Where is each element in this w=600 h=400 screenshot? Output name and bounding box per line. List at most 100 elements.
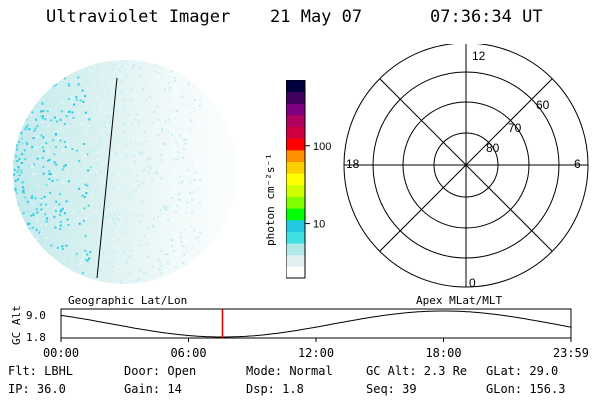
emission-speckle (181, 95, 184, 98)
emission-speckle (32, 140, 35, 142)
emission-speckle (1, 279, 3, 281)
instrument-title: Ultraviolet Imager (46, 7, 231, 27)
emission-speckle (137, 120, 140, 123)
emission-speckle (43, 262, 46, 265)
emission-speckle (6, 240, 8, 242)
emission-speckle (163, 73, 166, 76)
emission-speckle (88, 118, 91, 121)
emission-speckle (136, 131, 139, 134)
emission-speckle (113, 273, 116, 276)
emission-speckle (135, 113, 138, 116)
emission-speckle (139, 145, 142, 148)
emission-speckle (107, 165, 110, 168)
emission-speckle (21, 245, 23, 248)
emission-speckle (31, 275, 34, 278)
emission-speckle (175, 193, 178, 196)
emission-speckle (83, 155, 86, 157)
emission-speckle (158, 225, 161, 228)
emission-speckle (66, 144, 69, 147)
emission-speckle (20, 169, 23, 172)
emission-speckle (13, 92, 14, 95)
emission-speckle (17, 253, 20, 256)
emission-speckle (26, 103, 29, 106)
emission-speckle (39, 260, 42, 263)
emission-speckle (124, 64, 127, 67)
emission-speckle (2, 211, 4, 213)
emission-speckle (111, 204, 114, 207)
emission-speckle (129, 107, 132, 109)
emission-speckle (74, 251, 77, 254)
emission-speckle (116, 228, 119, 231)
emission-speckle (140, 143, 143, 146)
emission-speckle (7, 192, 9, 194)
emission-speckle (61, 226, 63, 229)
emission-speckle (104, 83, 107, 86)
emission-speckle (6, 198, 8, 200)
emission-speckle (169, 99, 172, 102)
emission-speckle (111, 229, 114, 232)
emission-speckle (127, 197, 130, 200)
emission-speckle (196, 251, 199, 254)
emission-speckle (1, 266, 3, 268)
emission-speckle (5, 177, 7, 179)
emission-speckle (139, 133, 142, 136)
emission-speckle (78, 222, 81, 225)
emission-speckle (184, 264, 187, 267)
emission-speckle (78, 122, 81, 125)
emission-speckle (6, 68, 8, 70)
emission-speckle (45, 240, 48, 243)
emission-speckle (72, 116, 75, 119)
emission-speckle (20, 153, 23, 156)
emission-speckle (112, 237, 115, 240)
emission-speckle (1, 221, 3, 223)
emission-speckle (197, 236, 200, 239)
emission-speckle (184, 245, 187, 248)
emission-speckle (0, 206, 2, 208)
emission-speckle (46, 182, 49, 185)
emission-speckle (40, 254, 43, 257)
emission-speckle (177, 182, 180, 185)
emission-speckle (24, 128, 27, 131)
timeline-right-title: Apex MLat/MLT (416, 295, 502, 307)
emission-speckle (18, 119, 21, 122)
emission-speckle (141, 214, 144, 217)
emission-speckle (32, 144, 34, 147)
emission-speckle (173, 77, 176, 80)
emission-speckle (113, 203, 116, 206)
emission-speckle (183, 73, 186, 76)
emission-speckle (115, 218, 118, 221)
emission-speckle (74, 148, 77, 150)
emission-speckle (58, 67, 61, 70)
emission-speckle (110, 254, 113, 256)
emission-speckle (122, 211, 125, 214)
emission-speckle (110, 214, 112, 217)
emission-speckle (33, 129, 36, 132)
emission-speckle (132, 160, 135, 163)
emission-speckle (184, 178, 187, 181)
emission-speckle (175, 109, 178, 112)
emission-speckle (24, 158, 27, 161)
emission-speckle (0, 156, 2, 158)
emission-speckle (8, 148, 10, 150)
colorbar: 100 10 (286, 80, 331, 279)
emission-speckle (64, 146, 67, 148)
emission-speckle (0, 198, 2, 200)
emission-speckle (159, 278, 162, 281)
emission-speckle (6, 70, 8, 72)
emission-speckle (9, 247, 11, 249)
emission-speckle (30, 105, 33, 108)
emission-speckle (35, 77, 38, 80)
emission-speckle (56, 177, 59, 180)
emission-speckle (138, 220, 141, 223)
emission-speckle (162, 205, 165, 208)
emission-speckle (60, 80, 63, 83)
emission-speckle (61, 181, 64, 184)
emission-speckle (0, 129, 2, 131)
emission-speckle (101, 268, 104, 271)
uv-image (0, 60, 237, 284)
emission-speckle (148, 81, 151, 84)
emission-speckle (127, 169, 130, 172)
emission-speckle (18, 88, 21, 91)
emission-speckle (29, 246, 31, 249)
emission-speckle (153, 217, 156, 220)
